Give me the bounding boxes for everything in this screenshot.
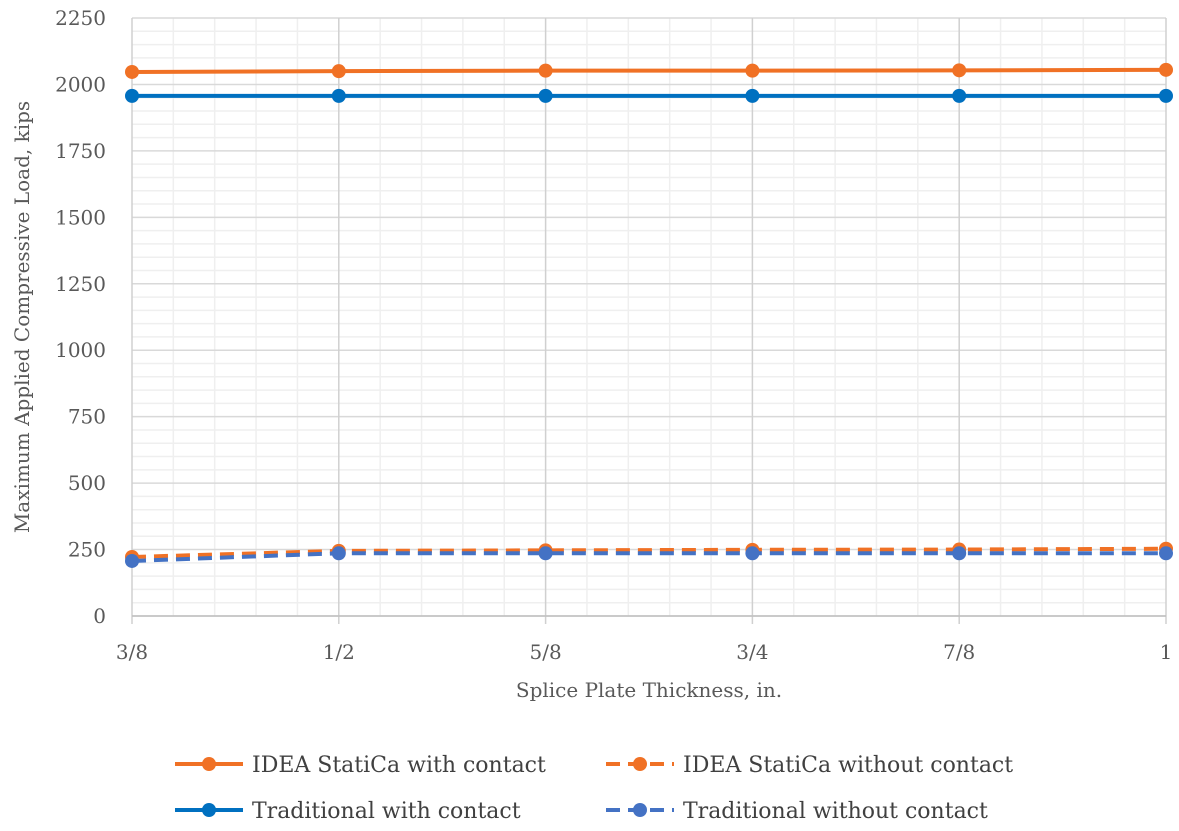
- y-tick-label: 1000: [55, 338, 106, 362]
- data-point: [745, 546, 760, 561]
- legend-marker: [202, 803, 216, 817]
- y-tick-label: 250: [68, 538, 106, 562]
- x-tick-label: 5/8: [530, 640, 562, 664]
- legend-marker: [633, 757, 647, 771]
- x-tick-label: 7/8: [943, 640, 975, 664]
- data-point: [745, 63, 760, 78]
- series-line: [131, 551, 1166, 563]
- legend-label: Traditional with contact: [252, 799, 521, 824]
- legend-label: IDEA StatiCa without contact: [683, 753, 1013, 778]
- data-point: [538, 63, 553, 78]
- data-point: [331, 546, 346, 561]
- legend-label: IDEA StatiCa with contact: [252, 753, 546, 778]
- x-tick-label: 3/8: [116, 640, 148, 664]
- x-axis-title: Splice Plate Thickness, in.: [516, 678, 782, 702]
- y-tick-label: 750: [68, 405, 106, 429]
- y-axis-title: Maximum Applied Compressive Load, kips: [10, 101, 34, 533]
- x-tick-label: 1: [1160, 640, 1173, 664]
- legend-marker: [633, 803, 647, 817]
- data-point: [952, 63, 967, 78]
- series-line: [131, 67, 1167, 74]
- x-tick-label: 3/4: [736, 640, 768, 664]
- data-point: [125, 553, 139, 568]
- y-tick-label: 1500: [55, 205, 106, 229]
- data-point: [331, 88, 346, 103]
- data-point: [538, 546, 553, 561]
- data-point: [952, 546, 967, 561]
- data-point: [1159, 88, 1173, 103]
- data-point: [331, 64, 346, 79]
- x-tick-label: 1/2: [323, 640, 355, 664]
- data-point: [125, 88, 139, 103]
- data-point: [1159, 62, 1173, 77]
- y-tick-label: 1750: [55, 139, 106, 163]
- data-point: [952, 88, 967, 103]
- series-line: [131, 546, 1167, 559]
- y-tick-label: 0: [93, 604, 106, 628]
- legend-marker: [202, 757, 216, 771]
- y-tick-label: 2000: [55, 72, 106, 96]
- data-point: [745, 88, 760, 103]
- data-point: [538, 88, 553, 103]
- data-point: [1159, 546, 1173, 561]
- legend-label: Traditional without contact: [683, 799, 988, 824]
- y-tick-label: 500: [68, 471, 106, 495]
- y-tick-label: 1250: [55, 272, 106, 296]
- y-tick-label: 2250: [55, 6, 106, 30]
- data-point: [125, 64, 139, 79]
